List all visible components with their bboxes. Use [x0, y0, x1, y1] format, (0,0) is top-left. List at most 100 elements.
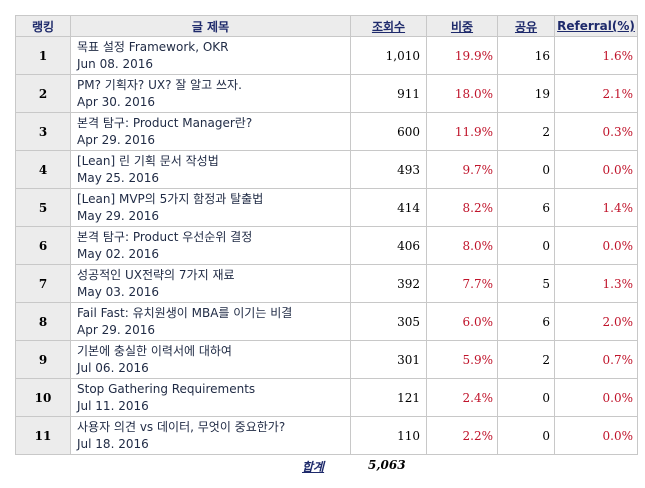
title-cell: 본격 탐구: Product Manager란? Apr 29. 2016	[70, 112, 351, 151]
header-share[interactable]: 비중	[426, 15, 498, 37]
rank-cell: 2	[15, 74, 71, 113]
views-cell: 600	[350, 112, 427, 151]
post-title-link[interactable]: 본격 탐구: Product 우선순위 결정	[77, 229, 253, 244]
shares-cell: 0	[497, 416, 555, 455]
views-cell: 406	[350, 226, 427, 265]
title-cell: Stop Gathering Requirements Jul 11. 2016	[70, 378, 351, 417]
views-cell: 110	[350, 416, 427, 455]
referral-cell: 0.0%	[554, 150, 638, 189]
share-cell: 9.7%	[426, 150, 498, 189]
table-row: 5 [Lean] MVP의 5가지 함정과 탈출법 May 29. 2016 414 8…	[15, 188, 638, 227]
title-cell: Fail Fast: 유치원생이 MBA를 이기는 비결 Apr 29. 2016	[70, 302, 351, 341]
title-cell: 본격 탐구: Product 우선순위 결정 May 02. 2016	[70, 226, 351, 265]
share-cell: 11.9%	[426, 112, 498, 151]
rank-cell: 7	[15, 264, 71, 303]
table-row: 11 사용자 의견 vs 데이터, 무엇이 중요한가? Jul 18. 2016 11…	[15, 416, 638, 455]
total-label: 합계	[302, 460, 325, 474]
header-title: 글 제목	[70, 15, 351, 37]
referral-cell: 2.1%	[554, 74, 638, 113]
share-cell: 7.7%	[426, 264, 498, 303]
table-header: 랭킹 글 제목 조회수 비중 공유 Referral(%)	[15, 15, 638, 37]
post-title-link[interactable]: 사용자 의견 vs 데이터, 무엇이 중요한가?	[77, 419, 286, 434]
rank-cell: 1	[15, 36, 71, 75]
referral-cell: 1.3%	[554, 264, 638, 303]
header-rank: 랭킹	[15, 15, 71, 37]
post-title-link[interactable]: 본격 탐구: Product Manager란?	[77, 115, 253, 130]
shares-cell: 6	[497, 302, 555, 341]
shares-cell: 0	[497, 150, 555, 189]
shares-cell: 2	[497, 340, 555, 379]
post-date: Apr 29. 2016	[77, 322, 156, 337]
title-cell: PM? 기획자? UX? 잘 알고 쓰자. Apr 30. 2016	[70, 74, 351, 113]
referral-cell: 0.0%	[554, 226, 638, 265]
post-date: Apr 30. 2016	[77, 94, 156, 109]
table-row: 6 본격 탐구: Product 우선순위 결정 May 02. 2016 406 8.…	[15, 226, 638, 265]
table-row: 4 [Lean] 린 기획 문서 작성법 May 25. 2016 493 9.7% 0 0…	[15, 150, 638, 189]
post-title-link[interactable]: PM? 기획자? UX? 잘 알고 쓰자.	[77, 77, 242, 92]
ranking-table: 랭킹 글 제목 조회수 비중 공유 Referral(%) 1 목표 설정 Fra…	[15, 15, 638, 455]
post-date: Apr 29. 2016	[77, 132, 156, 147]
title-cell: [Lean] MVP의 5가지 함정과 탈출법 May 29. 2016	[70, 188, 351, 227]
post-date: May 25. 2016	[77, 170, 160, 185]
share-cell: 19.9%	[426, 36, 498, 75]
title-cell: 목표 설정 Framework, OKR Jun 08. 2016	[70, 36, 351, 75]
shares-cell: 19	[497, 74, 555, 113]
views-cell: 1,010	[350, 36, 427, 75]
table-row: 3 본격 탐구: Product Manager란? Apr 29. 2016 600…	[15, 112, 638, 151]
referral-cell: 1.4%	[554, 188, 638, 227]
post-title-link[interactable]: 목표 설정 Framework, OKR	[77, 39, 229, 54]
shares-cell: 2	[497, 112, 555, 151]
share-cell: 2.4%	[426, 378, 498, 417]
share-cell: 2.2%	[426, 416, 498, 455]
title-cell: 기본에 충실한 이력서에 대하여 Jul 06. 2016	[70, 340, 351, 379]
post-date: Jul 18. 2016	[77, 436, 149, 451]
referral-cell: 2.0%	[554, 302, 638, 341]
table-row: 10 Stop Gathering Requirements Jul 11. 201…	[15, 378, 638, 417]
table-row: 7 성공적인 UX전략의 7가지 재료 May 03. 2016 392 7.7% 5 1.…	[15, 264, 638, 303]
referral-cell: 0.0%	[554, 378, 638, 417]
rank-cell: 8	[15, 302, 71, 341]
referral-cell: 0.7%	[554, 340, 638, 379]
header-shares[interactable]: 공유	[497, 15, 555, 37]
table-row: 2 PM? 기획자? UX? 잘 알고 쓰자. Apr 30. 2016 911 18.…	[15, 74, 638, 113]
referral-cell: 1.6%	[554, 36, 638, 75]
share-cell: 18.0%	[426, 74, 498, 113]
totals-row: 합계 5,063	[0, 458, 645, 476]
shares-cell: 6	[497, 188, 555, 227]
shares-cell: 5	[497, 264, 555, 303]
table-row: 8 Fail Fast: 유치원생이 MBA를 이기는 비결 Apr 29. 201…	[15, 302, 638, 341]
shares-cell: 0	[497, 226, 555, 265]
post-date: Jun 08. 2016	[77, 56, 154, 71]
views-cell: 121	[350, 378, 427, 417]
share-cell: 8.2%	[426, 188, 498, 227]
shares-cell: 16	[497, 36, 555, 75]
post-title-link[interactable]: 기본에 충실한 이력서에 대하여	[77, 343, 232, 358]
share-cell: 8.0%	[426, 226, 498, 265]
referral-cell: 0.3%	[554, 112, 638, 151]
table-row: 1 목표 설정 Framework, OKR Jun 08. 2016 1,010 19…	[15, 36, 638, 75]
post-date: May 02. 2016	[77, 246, 160, 261]
views-cell: 493	[350, 150, 427, 189]
header-views[interactable]: 조회수	[350, 15, 427, 37]
post-date: May 03. 2016	[77, 284, 160, 299]
views-cell: 305	[350, 302, 427, 341]
title-cell: 사용자 의견 vs 데이터, 무엇이 중요한가? Jul 18. 2016	[70, 416, 351, 455]
referral-cell: 0.0%	[554, 416, 638, 455]
post-title-link[interactable]: Fail Fast: 유치원생이 MBA를 이기는 비결	[77, 305, 293, 320]
rank-cell: 11	[15, 416, 71, 455]
title-cell: 성공적인 UX전략의 7가지 재료 May 03. 2016	[70, 264, 351, 303]
rank-cell: 4	[15, 150, 71, 189]
post-title-link[interactable]: 성공적인 UX전략의 7가지 재료	[77, 267, 235, 282]
post-title-link[interactable]: [Lean] MVP의 5가지 함정과 탈출법	[77, 191, 264, 206]
shares-cell: 0	[497, 378, 555, 417]
total-value: 5,063	[368, 458, 406, 472]
views-cell: 414	[350, 188, 427, 227]
post-date: Jul 11. 2016	[77, 398, 149, 413]
post-title-link[interactable]: [Lean] 린 기획 문서 작성법	[77, 153, 219, 168]
views-cell: 301	[350, 340, 427, 379]
post-title-link[interactable]: Stop Gathering Requirements	[77, 381, 256, 396]
views-cell: 911	[350, 74, 427, 113]
header-referral[interactable]: Referral(%)	[554, 15, 638, 37]
rank-cell: 3	[15, 112, 71, 151]
share-cell: 6.0%	[426, 302, 498, 341]
